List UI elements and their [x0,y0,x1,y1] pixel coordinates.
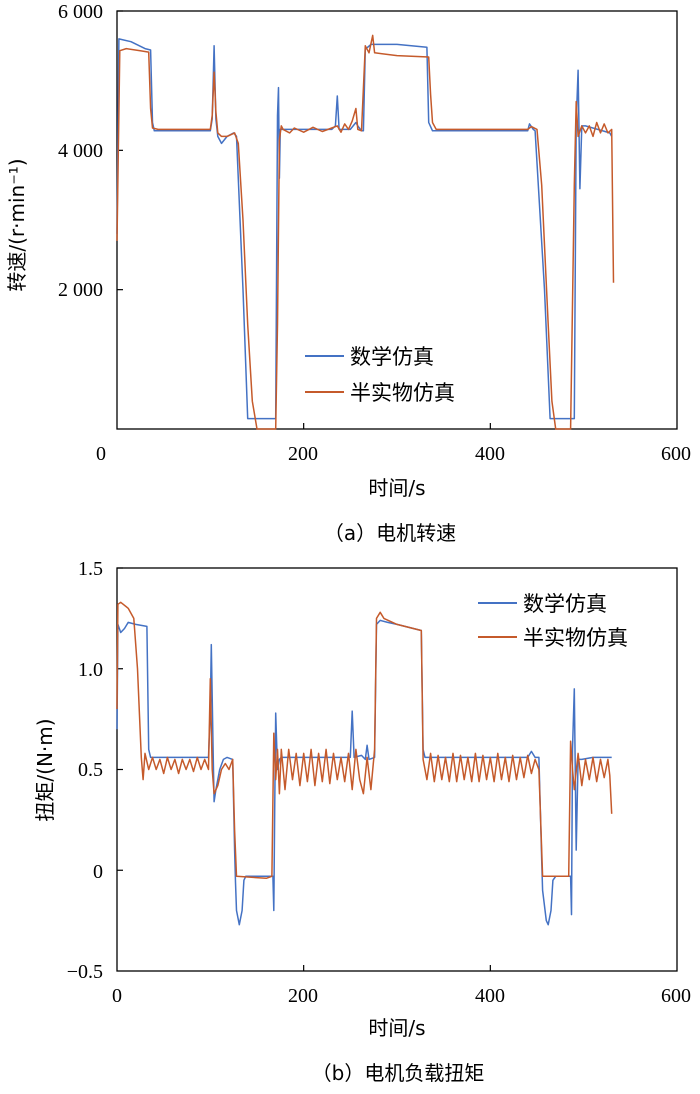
panel-a: 2 000 4 000 6 000 0 200 400 600 转速/(r·mi… [5,1,691,545]
legend-a-label-hil: 半实物仿真 [350,381,455,405]
legend-a-label-numerical: 数学仿真 [350,345,434,369]
xtick-a-400: 400 [475,443,505,465]
legend-b-label-numerical: 数学仿真 [523,592,607,616]
caption-b: （b）电机负载扭矩 [312,1061,485,1085]
ytick-b-15: 1.5 [78,558,103,580]
series-line-b-numerical [116,619,612,926]
xtick-b-200: 200 [288,985,318,1007]
ylabel-a: 转速/(r·min⁻¹) [5,158,29,291]
panel-b: −0.5 0 0.5 1.0 1.5 0 200 400 600 扭矩/(N·m… [33,558,691,1085]
series-line-b-hil [116,601,613,880]
series-line-a-numerical [116,38,613,420]
ytick-a-2000: 2 000 [58,279,103,301]
xtick-b-600: 600 [661,985,691,1007]
ytick-b-10: 1.0 [78,659,103,681]
xtick-a-200: 200 [288,443,318,465]
ytick-a-6000: 6 000 [58,1,103,23]
caption-a: （a）电机转速 [324,521,456,545]
xlabel-b: 时间/s [368,1016,425,1040]
xtick-b-0: 0 [112,985,122,1007]
legend-a: 数学仿真 半实物仿真 [305,345,455,405]
xlabel-a: 时间/s [368,476,425,500]
xtick-a-600: 600 [661,443,691,465]
ytick-b-0: 0 [93,861,103,883]
xtick-b-400: 400 [475,985,505,1007]
series-line-a-hil [116,34,615,430]
ytick-a-4000: 4 000 [58,140,103,162]
ytick-b-05: 0.5 [78,759,103,781]
ylabel-b: 扭矩/(N·m) [33,718,57,821]
xtick-a-0: 0 [96,443,106,465]
legend-b: 数学仿真 半实物仿真 [478,592,628,650]
ytick-b-m05: −0.5 [67,961,103,983]
legend-b-label-hil: 半实物仿真 [523,626,628,650]
